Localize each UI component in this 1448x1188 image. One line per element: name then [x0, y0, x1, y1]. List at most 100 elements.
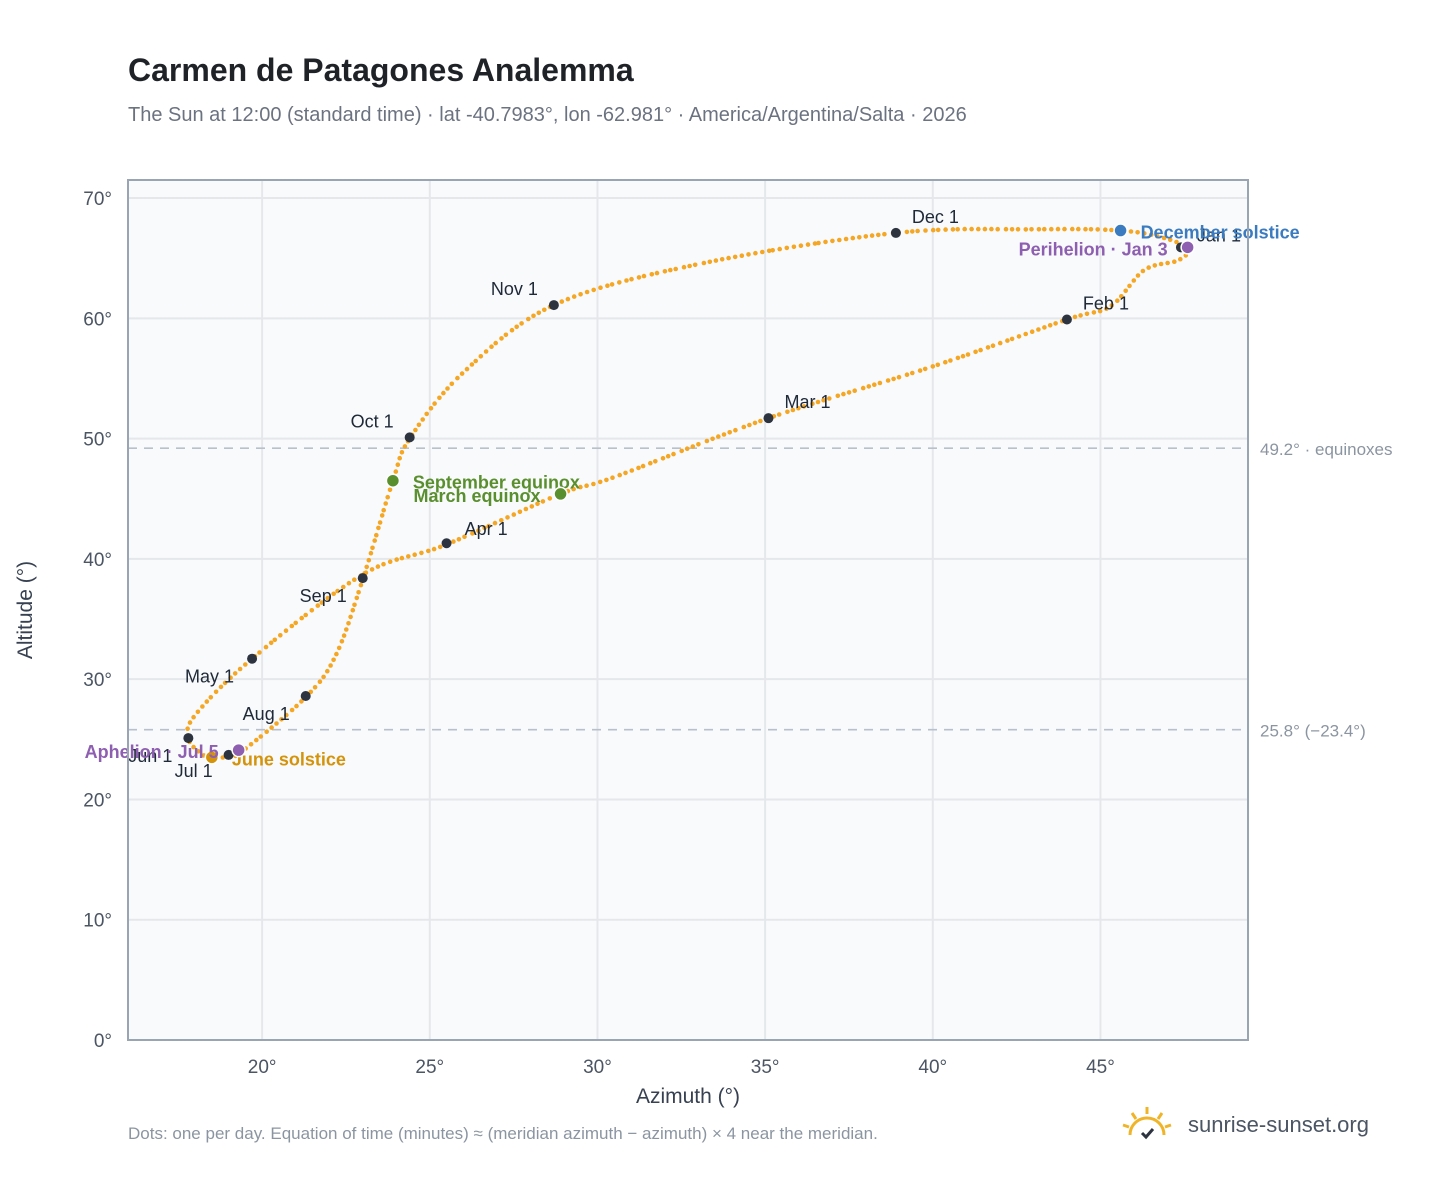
daily-sun-dot	[910, 370, 915, 376]
daily-sun-dot	[200, 704, 205, 709]
daily-sun-dot	[785, 409, 790, 415]
daily-sun-dot	[232, 671, 238, 676]
daily-sun-dot	[289, 707, 295, 713]
daily-sun-dot	[1070, 226, 1075, 232]
daily-sun-dot	[372, 538, 378, 543]
reference-line-label: 25.8° (−23.4°)	[1260, 722, 1366, 741]
daily-sun-dot	[1148, 232, 1154, 237]
daily-sun-dot	[529, 504, 535, 509]
daily-sun-dot	[930, 227, 936, 233]
daily-sun-dot	[710, 436, 715, 442]
daily-sun-dot	[218, 684, 224, 690]
daily-sun-dot	[960, 353, 966, 359]
daily-sun-dot	[796, 405, 801, 411]
daily-sun-dot	[1055, 226, 1061, 232]
daily-sun-dot	[469, 362, 475, 367]
daily-sun-dot	[257, 650, 262, 655]
daily-sun-dot	[976, 226, 981, 232]
daily-sun-dot	[692, 262, 698, 268]
daily-sun-dot	[455, 375, 460, 381]
month-marker	[763, 413, 774, 424]
daily-sun-dot	[713, 258, 719, 263]
daily-sun-dot	[885, 378, 891, 383]
axis-ticks: 20° 25° 30° 35° 40° 45° 0° 10° 20° 30° 40° 50° 60° 70…	[83, 189, 1115, 1078]
daily-sun-dot	[904, 372, 910, 378]
brand[interactable]: sunrise-sunset.org	[1120, 1100, 1369, 1150]
daily-sun-dot	[869, 233, 875, 238]
daily-sun-dot	[263, 644, 269, 650]
daily-sun-dot	[511, 512, 517, 517]
daily-sun-dot	[195, 709, 201, 715]
daily-sun-dot	[636, 275, 642, 280]
daily-sun-dot	[274, 721, 279, 726]
daily-sun-dot	[571, 486, 576, 492]
daily-sun-dot	[955, 355, 961, 361]
daily-sun-dot	[505, 515, 510, 520]
daily-sun-dot	[293, 620, 299, 626]
daily-sun-dot	[1083, 226, 1088, 232]
daily-sun-dot	[982, 226, 988, 232]
daily-sun-dot	[493, 340, 499, 346]
sun-logo-icon	[1122, 1107, 1172, 1140]
plot-frame	[127, 179, 1249, 1041]
x-tick-label: 35°	[751, 1057, 780, 1078]
daily-sun-dot	[741, 424, 747, 430]
daily-sun-dot	[701, 260, 707, 266]
daily-sun-dot	[364, 564, 370, 570]
daily-sun-dot	[1016, 334, 1022, 339]
daily-sun-dot	[309, 608, 315, 613]
daily-sun-dot	[279, 717, 284, 722]
daily-sun-dot	[578, 292, 583, 297]
daily-sun-dot	[610, 475, 615, 481]
month-label: Jan 1	[1197, 225, 1241, 245]
daily-sun-dot	[791, 244, 797, 250]
daily-sun-dot	[462, 534, 467, 540]
daily-sun-dot	[509, 327, 515, 333]
month-marker	[223, 749, 234, 760]
month-label: Nov 1	[491, 279, 538, 299]
daily-sun-dot	[402, 444, 408, 449]
daily-sun-dot	[1109, 303, 1115, 308]
daily-sun-dot	[1104, 306, 1109, 312]
daily-sun-dot	[535, 501, 540, 507]
daily-sun-dot	[424, 411, 430, 417]
daily-sun-dot	[366, 557, 372, 563]
y-tick-label: 40°	[83, 550, 112, 571]
daily-sun-dot	[437, 395, 442, 401]
daily-sun-dot	[317, 679, 323, 684]
daily-sun-dot	[1088, 227, 1094, 232]
daily-sun-dot	[636, 465, 641, 471]
daily-sun-dot	[798, 243, 804, 248]
daily-sun-dot	[648, 460, 653, 466]
event-label: December solstice	[1141, 223, 1300, 243]
chart-subtitle: The Sun at 12:00 (standard time) · lat -…	[128, 104, 967, 126]
daily-sun-dot	[605, 283, 610, 289]
daily-sun-dot	[383, 501, 389, 506]
daily-sun-dot	[1015, 227, 1021, 232]
month-marker	[548, 300, 559, 311]
daily-sun-dot	[1167, 237, 1173, 243]
daily-sun-dot	[766, 248, 772, 254]
daily-sun-dot	[228, 675, 233, 680]
daily-sun-dot	[746, 252, 751, 257]
daily-sun-dot	[985, 345, 991, 350]
daily-sun-dot	[416, 422, 422, 428]
month-marker	[300, 691, 311, 701]
daily-sun-dot	[726, 255, 731, 261]
daily-sun-dot	[325, 668, 330, 674]
daily-sun-dot	[387, 559, 393, 564]
daily-sun-dot	[456, 537, 462, 542]
daily-sun-dot	[660, 456, 666, 461]
daily-sun-dot	[476, 528, 481, 533]
event-label: June solstice	[232, 749, 346, 769]
daily-sun-dot	[609, 282, 615, 287]
daily-sun-dot	[821, 397, 826, 403]
daily-sun-dot	[1174, 239, 1179, 245]
daily-sun-dot	[571, 294, 577, 299]
daily-sun-dot	[617, 280, 622, 285]
y-tick-label: 50°	[83, 430, 112, 451]
y-tick-label: 0°	[94, 1031, 112, 1052]
daily-sun-dot	[526, 316, 531, 322]
daily-sun-dot	[716, 434, 721, 439]
